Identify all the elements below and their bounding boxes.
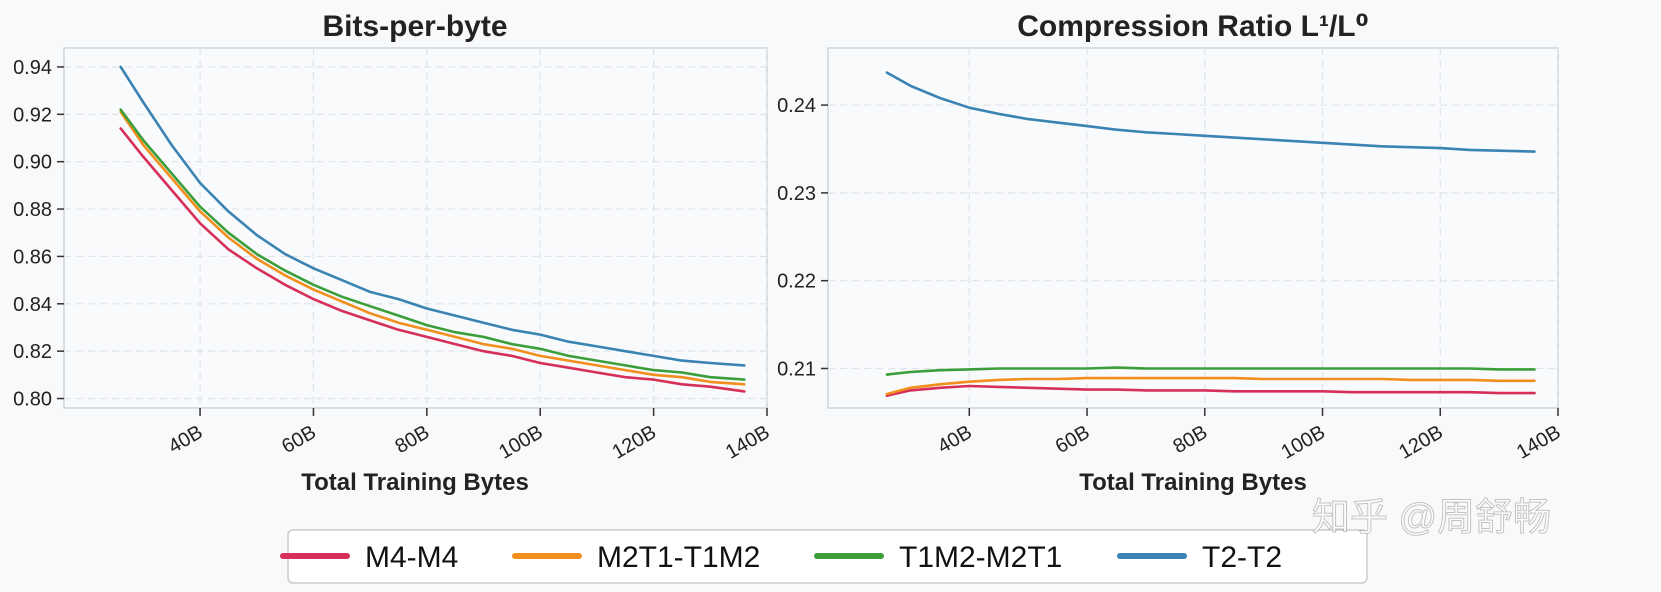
legend-item-label: T2-T2 <box>1202 541 1282 574</box>
series-line-m4-m4 <box>885 384 1536 398</box>
legend-item-label: M4-M4 <box>365 541 458 574</box>
x-tick-label: 60B <box>1052 421 1094 458</box>
plot-area <box>63 47 768 409</box>
compression-ratio-panel: 0.21 0.22 0.23 0.24 40B 60B 80B 100B 120B 140B Com… <box>777 10 1564 496</box>
y-tick-label: 0.94 <box>13 57 52 79</box>
series-line-m2t1-t1m2 <box>885 376 1536 396</box>
x-axis-label: Total Training Bytes <box>301 469 529 496</box>
x-tick-label: 120B <box>1395 421 1446 463</box>
y-tick-label: 0.84 <box>13 294 52 316</box>
y-tick-label: 0.88 <box>13 199 52 221</box>
plot-area <box>827 47 1559 409</box>
x-tick-label: 60B <box>278 421 320 458</box>
chart-title: Compression Ratio L¹/L⁰ <box>1017 10 1369 43</box>
y-tick-label: 0.22 <box>777 271 816 293</box>
legend-item-label: M2T1-T1M2 <box>597 541 760 574</box>
watermark: 知乎 @周舒畅 <box>1312 497 1551 539</box>
series-line-t1m2-m2t1 <box>119 108 746 381</box>
series-line-m4-m4 <box>119 127 746 393</box>
y-tick-label: 0.80 <box>13 389 52 411</box>
legend-item-label: T1M2-M2T1 <box>899 541 1062 574</box>
y-tick-label: 0.90 <box>13 152 52 174</box>
x-tick-label: 80B <box>392 421 434 458</box>
legend: M4-M4 M2T1-T1M2 T1M2-M2T1 T2-T2 <box>280 529 1368 584</box>
x-tick-label: 100B <box>1278 421 1329 463</box>
chart-title: Bits-per-byte <box>322 10 507 43</box>
y-tick-label: 0.82 <box>13 341 52 363</box>
x-axis-label: Total Training Bytes <box>1079 469 1307 496</box>
bits-per-byte-panel: 0.80 0.82 0.84 0.86 0.88 0.90 0.92 0.94 40B 60B 80… <box>13 10 773 496</box>
series-line-t2-t2 <box>885 71 1536 153</box>
x-tick-label: 40B <box>165 421 207 458</box>
series-line-t1m2-m2t1 <box>885 366 1536 376</box>
x-tick-label: 140B <box>722 421 773 463</box>
y-tick-label: 0.21 <box>777 358 816 380</box>
x-tick-label: 120B <box>609 421 660 463</box>
y-tick-label: 0.24 <box>777 95 816 117</box>
x-tick-label: 40B <box>934 421 976 458</box>
y-tick-label: 0.92 <box>13 104 52 126</box>
y-tick-label: 0.23 <box>777 183 816 205</box>
y-tick-label: 0.86 <box>13 246 52 268</box>
series-line-t2-t2 <box>119 65 746 367</box>
x-tick-label: 100B <box>495 421 546 463</box>
x-tick-label: 140B <box>1513 421 1564 463</box>
x-tick-label: 80B <box>1169 421 1211 458</box>
series-line-m2t1-t1m2 <box>119 110 746 386</box>
